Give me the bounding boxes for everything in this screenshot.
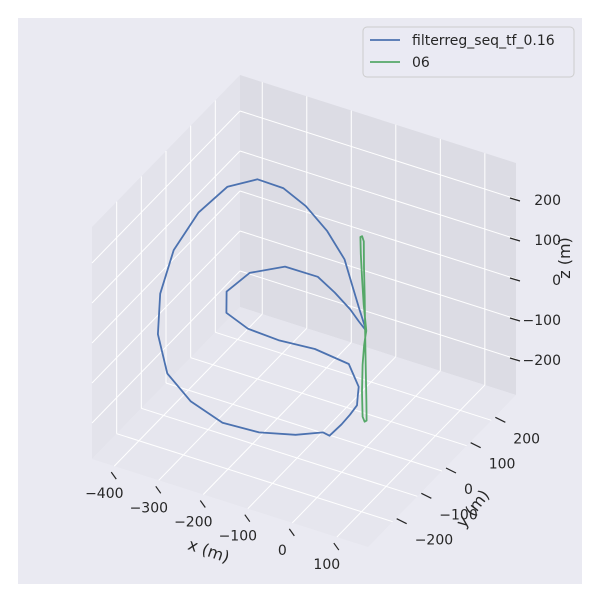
grid-line [239, 230, 517, 320]
grid-line [239, 190, 517, 280]
grid-line [141, 407, 418, 497]
y-tick-label: 100 [489, 457, 516, 473]
y-tick-label: −100 [439, 507, 477, 523]
y-tick-mark [495, 416, 506, 423]
series-line-2 [359, 235, 368, 423]
z-tick-mark [509, 317, 521, 322]
x-tick-mark [155, 485, 162, 494]
grid-line [239, 150, 517, 240]
grid-line [91, 230, 241, 384]
z-tick-label: −200 [523, 353, 561, 369]
series-lines [156, 178, 368, 437]
x-tick-mark [199, 500, 206, 508]
series-line-1 [156, 178, 368, 437]
z-tick-mark [509, 277, 521, 282]
grid-line [190, 357, 467, 447]
x-tick-label: 0 [278, 543, 287, 559]
x-tick-mark [244, 514, 251, 523]
z-tick-label: 0 [552, 273, 561, 289]
tick-marks [110, 197, 521, 551]
legend-label-series-2: 06 [412, 55, 430, 71]
x-tick-labels: −400 −300 −200 −100 0 100 [85, 486, 340, 573]
y-tick-mark [396, 518, 407, 525]
grid-line [91, 110, 241, 264]
legend: filterreg_seq_tf_0.16 06 [362, 26, 575, 78]
y-tick-label: −200 [415, 533, 453, 549]
x-tick-label: 100 [313, 557, 340, 573]
x-tick-label: −300 [130, 500, 168, 516]
z-tick-mark [509, 357, 521, 362]
legend-label-series-1: filterreg_seq_tf_0.16 [412, 33, 555, 49]
grid-line [239, 110, 517, 200]
grid-line [116, 433, 393, 523]
x-tick-mark [288, 528, 295, 537]
z-tick-mark [509, 197, 521, 202]
y-tick-mark [470, 442, 481, 449]
z-tick-label: 100 [534, 233, 561, 249]
z-tick-labels: −200 −100 0 100 200 [523, 193, 561, 369]
x-tick-label: −200 [174, 515, 212, 531]
grid-line [239, 270, 517, 360]
y-tick-mark [445, 467, 457, 474]
grid-line [91, 150, 241, 304]
grid-line [165, 382, 443, 472]
x-tick-mark [110, 471, 117, 480]
y-tick-labels: −200 −100 0 100 200 [415, 431, 540, 548]
legend-box [362, 26, 575, 78]
z-tick-label: −100 [523, 313, 561, 329]
z-tick-label: 200 [534, 193, 561, 209]
z-tick-mark [509, 237, 521, 242]
y-tick-label: 200 [513, 431, 540, 447]
z-axis-label: z (m) [555, 237, 574, 279]
x-tick-label: −100 [219, 529, 257, 545]
grid-line [91, 270, 241, 424]
y-tick-mark [421, 492, 432, 499]
x-tick-label: −400 [85, 486, 123, 502]
x-tick-mark [333, 542, 340, 551]
y-tick-label: 0 [464, 482, 473, 498]
grid-line [91, 190, 241, 344]
